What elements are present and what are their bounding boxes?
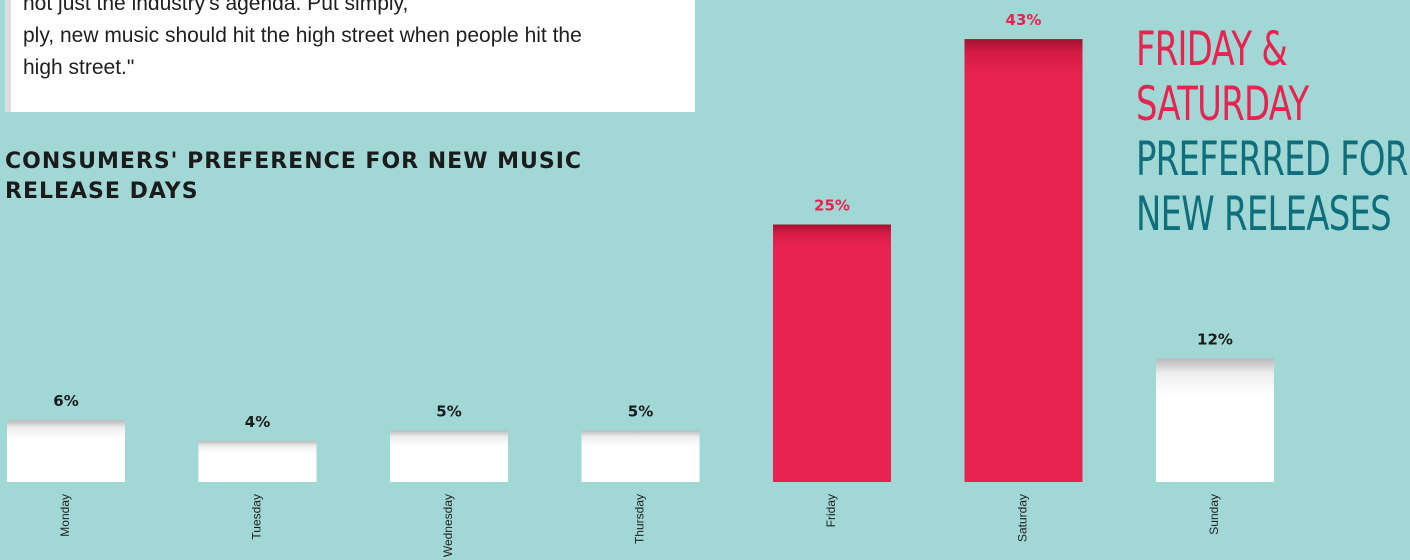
- quote-box: not just the industry's agenda. Put simp…: [5, 0, 695, 112]
- value-label-wednesday: 5%: [436, 403, 461, 421]
- value-label-sunday: 12%: [1197, 330, 1233, 348]
- headline-line-1: FRIDAY &: [1136, 22, 1330, 77]
- quote-line-3: high street.": [23, 56, 135, 79]
- category-label-saturday: Saturday: [1016, 494, 1030, 542]
- headline-saturday: SATURDAY: [1136, 77, 1309, 132]
- bar-sunday: [1156, 358, 1274, 482]
- bar-wednesday: [390, 430, 508, 482]
- headline-friday: FRIDAY: [1136, 22, 1252, 77]
- bar-tuesday: [198, 440, 317, 482]
- headline-ampersand: &: [1251, 22, 1288, 77]
- value-label-monday: 6%: [53, 392, 78, 410]
- chart-title: CONSUMERS' PREFERENCE FOR NEW MUSIC RELE…: [5, 149, 583, 204]
- category-label-monday: Monday: [58, 494, 72, 537]
- category-label-sunday: Sunday: [1207, 494, 1221, 535]
- bar-saturday: [964, 39, 1083, 482]
- category-label-wednesday: Wednesday: [441, 494, 455, 557]
- quote-line-1: not just the industry's agenda. Put simp…: [23, 0, 409, 15]
- bar-friday: [773, 224, 891, 482]
- value-label-tuesday: 4%: [245, 413, 270, 431]
- category-label-thursday: Thursday: [633, 494, 647, 544]
- value-label-saturday: 43%: [1006, 11, 1042, 29]
- bar-monday: [7, 420, 125, 482]
- bar-thursday: [581, 430, 700, 482]
- quote-line-2: ply, new music should hit the high stree…: [23, 24, 582, 47]
- category-label-friday: Friday: [824, 494, 838, 527]
- value-label-friday: 25%: [814, 197, 850, 215]
- value-label-thursday: 5%: [628, 403, 653, 421]
- category-label-tuesday: Tuesday: [250, 494, 264, 540]
